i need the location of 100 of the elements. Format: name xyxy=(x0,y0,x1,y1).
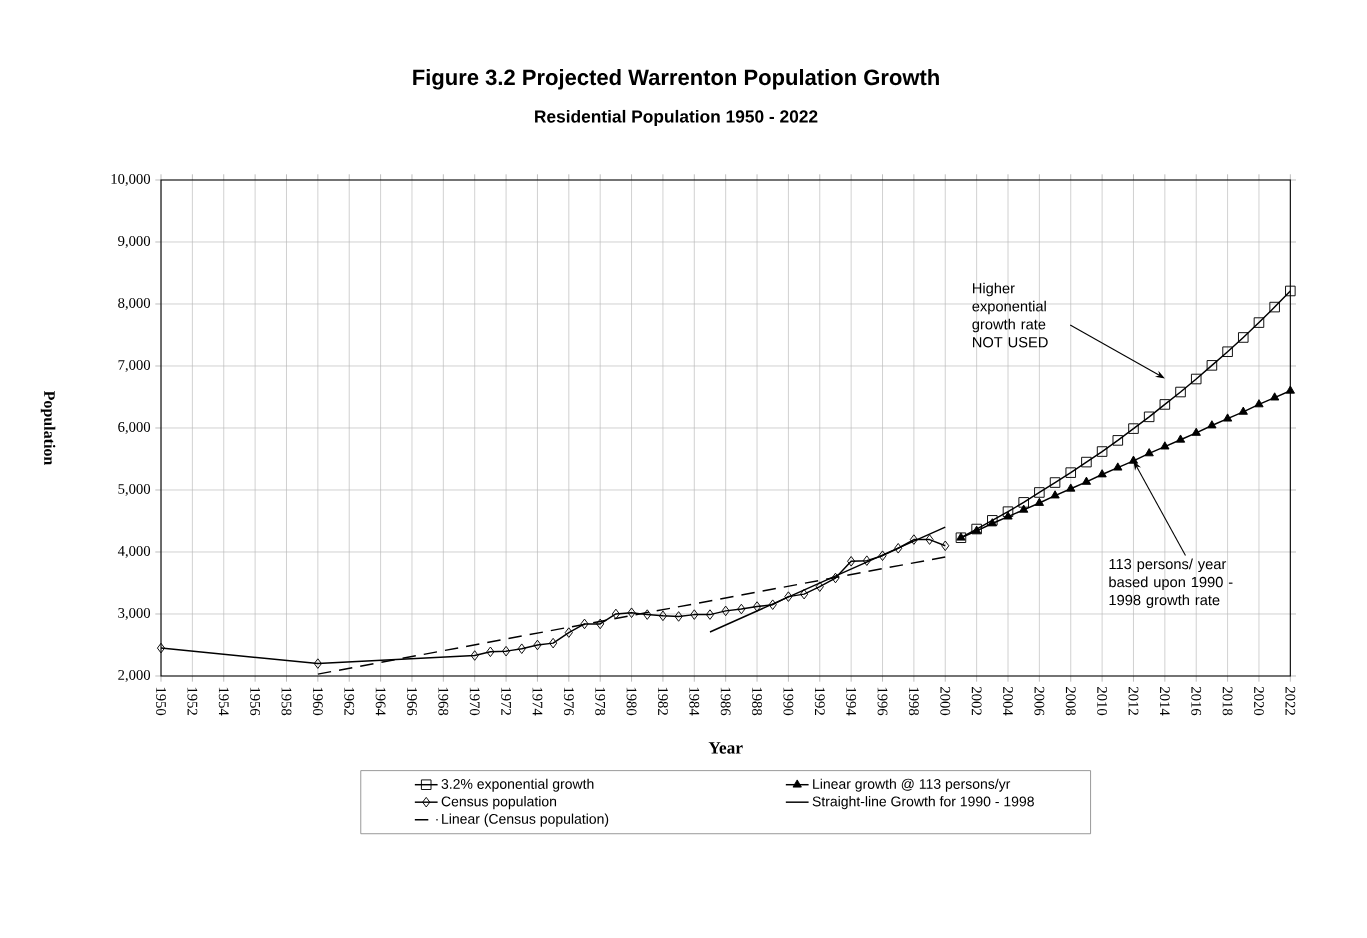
point xyxy=(470,650,479,661)
point xyxy=(596,618,605,630)
x-tick-label: 2020 xyxy=(1254,687,1264,716)
point xyxy=(1112,435,1124,446)
point xyxy=(878,550,887,561)
x-tick-label: 1954 xyxy=(218,687,229,716)
x-tick-label: 2016 xyxy=(1191,687,1202,716)
y-tick-label: 2,000 xyxy=(118,669,151,682)
point xyxy=(737,603,746,615)
x-tick-label: 1966 xyxy=(407,687,417,716)
y-tick-label: 5,000 xyxy=(118,483,151,496)
point xyxy=(1254,399,1264,408)
x-tick-label: 1968 xyxy=(438,687,449,716)
point xyxy=(1207,420,1217,429)
x-tick-label: 1950 xyxy=(156,687,166,716)
x-tick-label: 1974 xyxy=(532,687,543,716)
point xyxy=(894,543,903,554)
y-tick-label: 6,000 xyxy=(118,421,151,434)
point xyxy=(580,618,589,630)
x-tick-label: 1988 xyxy=(752,687,762,716)
point xyxy=(721,605,730,617)
point xyxy=(1128,423,1139,434)
point xyxy=(1144,448,1154,457)
point xyxy=(1238,332,1249,343)
x-tick-label: 1970 xyxy=(469,687,480,716)
point xyxy=(502,645,511,657)
point xyxy=(1190,373,1202,385)
point xyxy=(1097,469,1107,478)
point xyxy=(1003,511,1013,520)
x-tick-label: 2002 xyxy=(971,687,982,715)
legend-label: Straight-line Growth for 1990 - 1998 xyxy=(812,796,1034,810)
point xyxy=(909,534,918,545)
x-tick-label: 2018 xyxy=(1222,687,1233,716)
point xyxy=(517,643,526,654)
x-tick-label: 1964 xyxy=(375,687,386,716)
point xyxy=(705,609,715,620)
y-tick-label: 7,000 xyxy=(118,359,151,372)
y-tick-label: 10,000 xyxy=(111,173,151,186)
point xyxy=(1128,455,1139,464)
x-tick-label: 2022 xyxy=(1285,687,1296,715)
x-tick-label: 1960 xyxy=(312,687,323,716)
point xyxy=(1081,476,1092,485)
point xyxy=(1253,317,1265,328)
x-tick-label: 2000 xyxy=(940,687,951,716)
point xyxy=(1019,504,1029,513)
point xyxy=(1065,467,1077,478)
point xyxy=(313,658,322,669)
point xyxy=(674,611,683,622)
point xyxy=(1081,456,1092,468)
point xyxy=(1191,427,1201,436)
x-axis-title: Year xyxy=(708,742,743,754)
x-tick-label: 1958 xyxy=(281,687,292,716)
x-tick-label: 2014 xyxy=(1159,687,1170,716)
x-tick-label: 1996 xyxy=(877,687,888,716)
x-tick-label: 1952 xyxy=(187,687,198,715)
point xyxy=(831,572,840,584)
point xyxy=(800,588,809,600)
y-tick-label: 9,000 xyxy=(118,235,151,248)
point xyxy=(1238,406,1248,415)
point xyxy=(643,609,652,620)
x-tick-label: 2012 xyxy=(1128,687,1139,715)
x-tick-label: 1972 xyxy=(501,687,511,715)
point xyxy=(784,591,793,602)
point xyxy=(847,556,856,567)
x-tick-label: 1956 xyxy=(250,687,261,716)
x-tick-label: 1994 xyxy=(846,687,857,716)
point xyxy=(862,555,871,566)
x-tick-label: 1990 xyxy=(783,687,794,716)
y-axis-title: Population xyxy=(40,390,56,466)
point xyxy=(533,639,542,651)
legend-label: Linear growth @ 113 persons/yr xyxy=(813,778,1011,792)
legend-label: Linear (Census population) xyxy=(442,813,609,827)
point xyxy=(941,540,950,552)
point xyxy=(627,607,636,619)
point xyxy=(1160,441,1170,450)
x-tick-label: 1962 xyxy=(344,687,355,715)
x-tick-label: 1978 xyxy=(595,687,606,716)
x-tick-label: 2004 xyxy=(1003,687,1013,716)
point xyxy=(1175,434,1186,443)
point xyxy=(1143,411,1155,423)
x-tick-label: 1984 xyxy=(689,687,700,716)
point xyxy=(1222,346,1233,357)
point xyxy=(752,601,762,612)
legend-label: 3.2% exponential growth xyxy=(441,778,594,792)
point xyxy=(1066,483,1076,492)
x-tick-label: 1976 xyxy=(563,687,574,716)
point xyxy=(1034,497,1044,506)
point xyxy=(1270,392,1280,401)
point xyxy=(1002,506,1014,517)
x-tick-label: 1980 xyxy=(626,687,637,716)
point xyxy=(156,642,166,654)
chart-title: Figure 3.2 Projected Warrenton Population Growth xyxy=(413,69,939,90)
annotation: Higher exponential growth rate NOT USED xyxy=(972,282,1048,348)
x-tick-label: 2008 xyxy=(1065,687,1076,716)
point xyxy=(1175,386,1186,398)
point xyxy=(690,609,699,620)
x-tick-label: 2006 xyxy=(1034,687,1045,716)
x-tick-label: 1998 xyxy=(908,687,919,716)
point xyxy=(658,610,667,622)
point xyxy=(768,599,777,610)
